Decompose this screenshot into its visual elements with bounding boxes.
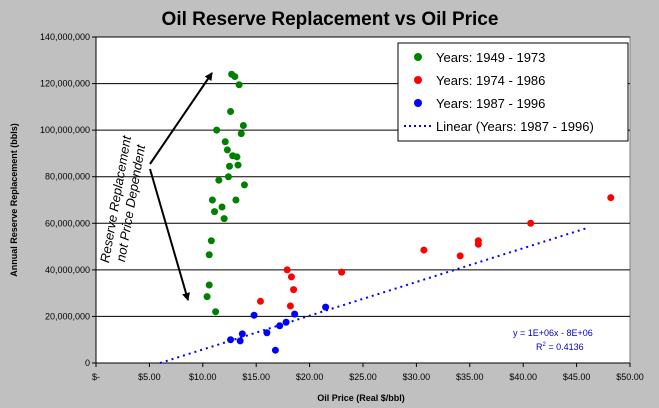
- x-tick-label: $10.00: [189, 372, 217, 382]
- data-point-series-1: [286, 302, 294, 310]
- data-point-series-0: [221, 138, 229, 146]
- data-point-series-0: [235, 81, 243, 89]
- y-tick-label: 60,000,000: [45, 218, 90, 228]
- data-point-series-1: [607, 194, 615, 202]
- data-point-series-0: [234, 161, 242, 169]
- x-tick-label: $30.00: [403, 372, 431, 382]
- y-tick-label: 20,000,000: [45, 311, 90, 321]
- data-point-series-1: [420, 246, 428, 254]
- data-point-series-2: [291, 310, 299, 318]
- data-point-series-2: [263, 329, 271, 337]
- data-point-series-0: [205, 281, 213, 289]
- y-tick-label: 0: [85, 358, 90, 368]
- data-point-series-2: [227, 336, 235, 344]
- legend-marker-1974-1986: [414, 76, 422, 84]
- annotation-arrow-up: [149, 72, 213, 165]
- x-tick-label: $40.00: [509, 372, 537, 382]
- data-point-series-1: [283, 266, 291, 274]
- data-point-series-0: [223, 146, 231, 154]
- trendline-equation: y = 1E+06x - 8E+06 R2 = 0.4136: [513, 328, 593, 352]
- y-tick-label: 120,000,000: [40, 79, 90, 89]
- legend-marker-1949-1973: [414, 53, 422, 61]
- data-point-series-0: [212, 308, 220, 316]
- data-point-series-2: [282, 318, 290, 326]
- annotation: Reserve Replacement not Price Dependent: [97, 72, 213, 301]
- data-point-series-0: [203, 293, 211, 301]
- x-axis-ticks: $- $5.00 $10.00 $15.00 $20.00 $25.00 $30.00 $35…: [92, 37, 644, 382]
- data-point-series-0: [224, 173, 232, 181]
- y-axis-ticks: 0 20,000,000 40,000,000 60,000,000 80,000,00…: [40, 32, 96, 368]
- data-point-series-1: [256, 297, 264, 305]
- data-point-series-0: [215, 176, 223, 184]
- x-axis-label: Oil Price (Real $/bbl): [317, 393, 405, 403]
- data-point-series-1: [527, 219, 535, 227]
- data-point-series-0: [231, 73, 239, 81]
- y-tick-label: 140,000,000: [40, 32, 90, 42]
- x-tick-label: $50.00: [616, 372, 644, 382]
- data-point-series-0: [208, 196, 216, 204]
- data-point-series-0: [237, 130, 245, 138]
- data-point-series-0: [233, 153, 241, 161]
- x-tick-label: $35.00: [456, 372, 484, 382]
- data-point-series-0: [211, 208, 219, 216]
- data-point-series-0: [226, 162, 233, 170]
- legend-label-1987-1996: Years: 1987 - 1996: [436, 96, 545, 111]
- y-tick-label: 100,000,000: [40, 125, 90, 135]
- x-tick-label: $5.00: [138, 372, 161, 382]
- data-point-series-1: [290, 286, 298, 294]
- data-point-series-0: [227, 108, 235, 116]
- chart-title: Oil Reserve Replacement vs Oil Price: [162, 9, 499, 30]
- x-tick-label: $-: [92, 372, 100, 382]
- data-point-series-1: [338, 268, 346, 276]
- y-tick-label: 80,000,000: [45, 172, 90, 182]
- y-axis-label: Annual Reserve Replacement (bbls): [9, 123, 19, 277]
- data-point-series-0: [220, 215, 228, 223]
- data-point-series-0: [207, 237, 215, 245]
- legend-marker-1987-1996: [414, 99, 422, 107]
- data-point-series-2: [322, 303, 330, 311]
- r-squared-text: R2 = 0.4136: [536, 342, 584, 352]
- x-tick-label: $20.00: [296, 372, 324, 382]
- data-point-series-2: [271, 346, 279, 354]
- data-points: [203, 70, 615, 354]
- trendline: [159, 226, 588, 364]
- equation-text: y = 1E+06x - 8E+06: [513, 328, 593, 338]
- legend-box: [397, 42, 629, 142]
- data-point-series-1: [287, 273, 295, 281]
- data-point-series-0: [213, 126, 221, 134]
- x-tick-label: $15.00: [242, 372, 270, 382]
- legend: Years: 1949 - 1973 Years: 1974 - 1986 Ye…: [397, 42, 629, 142]
- data-point-series-1: [456, 252, 464, 260]
- annotation-arrow-down: [149, 168, 190, 301]
- data-point-series-0: [239, 121, 247, 129]
- legend-label-linear: Linear (Years: 1987 - 1996): [436, 119, 594, 134]
- data-point-series-0: [240, 181, 248, 189]
- y-tick-label: 40,000,000: [45, 265, 90, 275]
- data-point-series-0: [232, 196, 240, 204]
- data-point-series-0: [218, 203, 226, 211]
- legend-label-1949-1973: Years: 1949 - 1973: [436, 50, 545, 65]
- data-point-series-0: [205, 251, 213, 259]
- legend-label-1974-1986: Years: 1974 - 1986: [436, 73, 545, 88]
- x-tick-label: $25.00: [349, 372, 377, 382]
- data-point-series-2: [276, 322, 284, 330]
- data-point-series-2: [238, 330, 246, 338]
- data-point-series-2: [250, 311, 258, 319]
- trendline-group: [159, 226, 588, 364]
- data-point-series-2: [236, 337, 244, 345]
- x-tick-label: $45.00: [563, 372, 591, 382]
- data-point-series-1: [474, 240, 482, 248]
